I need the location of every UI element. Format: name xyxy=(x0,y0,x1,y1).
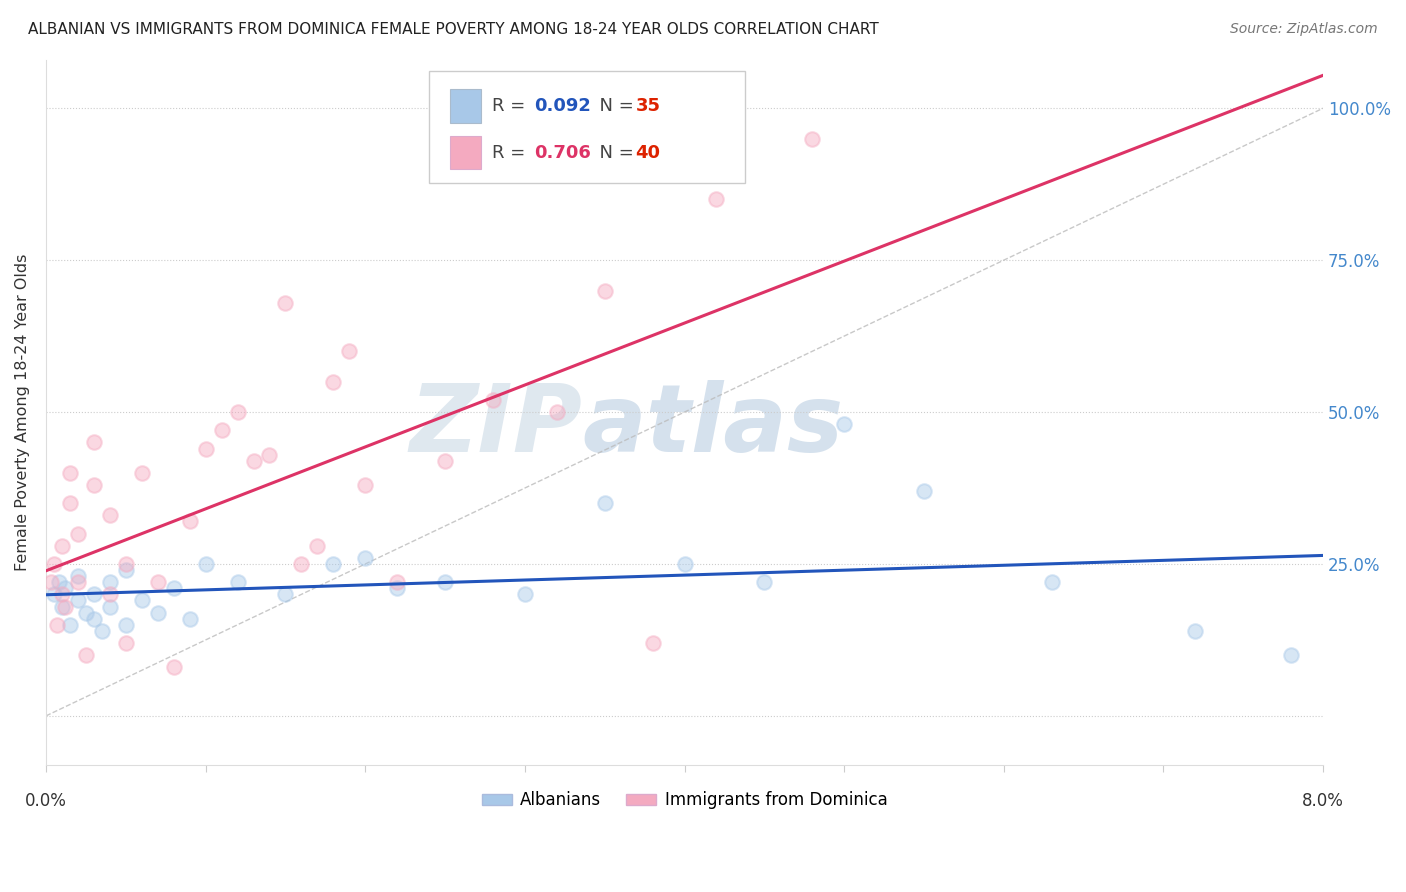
Point xyxy=(801,131,824,145)
Point xyxy=(385,575,408,590)
Point xyxy=(163,660,186,674)
Text: N =: N = xyxy=(588,144,640,161)
Text: 8.0%: 8.0% xyxy=(1302,792,1344,810)
Point xyxy=(42,587,65,601)
Point xyxy=(1279,648,1302,662)
Text: 35: 35 xyxy=(636,97,661,115)
Point xyxy=(98,587,121,601)
Point xyxy=(179,515,201,529)
Point xyxy=(482,392,505,407)
Point xyxy=(114,563,136,577)
Point xyxy=(274,295,297,310)
Point xyxy=(46,617,69,632)
Point xyxy=(114,617,136,632)
Point xyxy=(706,193,728,207)
Text: ZIP: ZIP xyxy=(409,380,582,472)
Point xyxy=(51,599,73,614)
Point xyxy=(593,284,616,298)
Point xyxy=(259,448,281,462)
Point xyxy=(66,569,89,583)
Text: atlas: atlas xyxy=(582,380,844,472)
Point xyxy=(146,606,169,620)
Point xyxy=(1184,624,1206,638)
Point xyxy=(546,405,568,419)
Point xyxy=(51,587,73,601)
Point xyxy=(83,587,105,601)
Text: 0.092: 0.092 xyxy=(534,97,591,115)
Point xyxy=(53,582,76,596)
Point xyxy=(673,557,696,571)
Point xyxy=(354,478,377,492)
Point xyxy=(754,575,776,590)
Point xyxy=(226,575,249,590)
Point xyxy=(83,478,105,492)
Point xyxy=(1040,575,1063,590)
Point xyxy=(194,557,217,571)
Point xyxy=(75,648,97,662)
Point xyxy=(53,599,76,614)
Point xyxy=(354,550,377,565)
Text: 0.706: 0.706 xyxy=(534,144,591,161)
Point xyxy=(179,612,201,626)
Point xyxy=(513,587,536,601)
Point xyxy=(194,442,217,456)
Text: R =: R = xyxy=(492,97,531,115)
Y-axis label: Female Poverty Among 18-24 Year Olds: Female Poverty Among 18-24 Year Olds xyxy=(15,253,30,571)
Point xyxy=(83,612,105,626)
Text: N =: N = xyxy=(588,97,640,115)
Point xyxy=(114,557,136,571)
Point xyxy=(39,575,62,590)
Point xyxy=(59,617,82,632)
Point xyxy=(98,599,121,614)
Point xyxy=(211,423,233,437)
Point xyxy=(434,453,457,467)
Text: ALBANIAN VS IMMIGRANTS FROM DOMINICA FEMALE POVERTY AMONG 18-24 YEAR OLDS CORREL: ALBANIAN VS IMMIGRANTS FROM DOMINICA FEM… xyxy=(28,22,879,37)
Text: 0.0%: 0.0% xyxy=(25,792,67,810)
Point xyxy=(242,453,264,467)
Point xyxy=(307,539,329,553)
Point xyxy=(66,526,89,541)
Point xyxy=(337,344,360,359)
Legend: Albanians, Immigrants from Dominica: Albanians, Immigrants from Dominica xyxy=(475,785,894,816)
Text: R =: R = xyxy=(492,144,531,161)
Point xyxy=(163,582,186,596)
Point xyxy=(912,484,935,499)
Point xyxy=(434,575,457,590)
Point xyxy=(83,435,105,450)
Point xyxy=(131,593,153,607)
Point xyxy=(290,557,312,571)
Point xyxy=(131,466,153,480)
Point xyxy=(75,606,97,620)
Point xyxy=(59,496,82,510)
Point xyxy=(641,636,664,650)
Text: 40: 40 xyxy=(636,144,661,161)
Point xyxy=(51,539,73,553)
Point xyxy=(322,557,344,571)
Point xyxy=(98,575,121,590)
Point xyxy=(226,405,249,419)
Point xyxy=(59,466,82,480)
Text: Source: ZipAtlas.com: Source: ZipAtlas.com xyxy=(1230,22,1378,37)
Point xyxy=(114,636,136,650)
Point xyxy=(593,496,616,510)
Point xyxy=(42,557,65,571)
Point xyxy=(66,575,89,590)
Point xyxy=(146,575,169,590)
Point xyxy=(322,375,344,389)
Point xyxy=(832,417,855,432)
Point xyxy=(274,587,297,601)
Point xyxy=(48,575,70,590)
Point xyxy=(385,582,408,596)
Point xyxy=(66,593,89,607)
Point xyxy=(90,624,112,638)
Point xyxy=(98,508,121,523)
